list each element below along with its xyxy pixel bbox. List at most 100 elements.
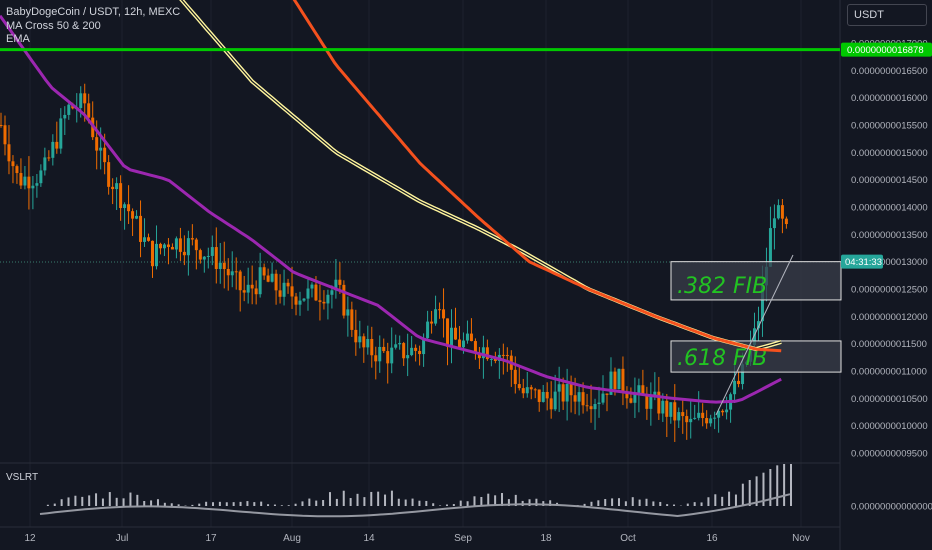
vslrt-bar <box>666 504 669 506</box>
vslrt-bar <box>363 497 366 506</box>
candle-body <box>657 391 661 414</box>
vslrt-bar <box>748 480 751 506</box>
vslrt-bar <box>769 469 772 506</box>
candle-body <box>378 346 382 362</box>
candle-body <box>669 402 673 417</box>
vslrt-bar <box>425 500 428 506</box>
vslrt-bar <box>459 500 462 506</box>
candle-body <box>254 288 258 295</box>
candle-body <box>51 141 55 158</box>
candle-body <box>741 364 745 385</box>
symbol-title[interactable]: BabyDogeCoin / USDT, 12h, MEXC <box>6 6 181 18</box>
price-axis[interactable]: 0.00000000170000.00000000165000.00000000… <box>851 39 928 460</box>
candle-body <box>577 392 581 402</box>
candle-body <box>210 247 214 256</box>
candle-body <box>617 368 621 390</box>
candle-body <box>314 284 318 301</box>
candle-body <box>581 392 585 406</box>
vslrt-bar <box>198 503 201 506</box>
vslrt-bar <box>287 505 290 506</box>
vslrt-bar <box>452 504 455 506</box>
candle-body <box>83 93 87 104</box>
candle-body <box>87 103 91 118</box>
candle-body <box>784 218 788 225</box>
candle-body <box>430 321 434 324</box>
trend-line[interactable] <box>715 254 794 416</box>
candle-body <box>561 384 565 402</box>
candle-body <box>725 409 729 413</box>
vslrt-bar <box>225 502 228 506</box>
vslrt-bar <box>783 464 786 506</box>
indicator-ma-cross[interactable]: MA Cross 50 & 200 <box>6 19 101 32</box>
candle-body <box>721 410 725 413</box>
vslrt-bar <box>673 504 676 506</box>
candle-body <box>733 380 737 395</box>
candles <box>0 83 788 442</box>
y-tick-label: 0.0000000012000 <box>851 312 928 323</box>
ma-50-line <box>0 14 782 404</box>
y-tick-label: 0.0000000014000 <box>851 203 928 214</box>
fib-box[interactable] <box>670 340 842 373</box>
vslrt-bar <box>170 503 173 506</box>
candle-body <box>258 267 262 295</box>
vslrt-bar <box>212 502 215 506</box>
candle-body <box>11 161 15 167</box>
candle-body <box>123 204 127 209</box>
vslrt-bar <box>397 498 400 506</box>
y-tick-label: 0.0000000016500 <box>851 66 928 77</box>
candle-body <box>469 333 473 342</box>
candle-body <box>234 271 238 273</box>
candle-body <box>286 282 290 287</box>
x-tick-label: Oct <box>620 533 636 544</box>
candle-body <box>453 327 457 340</box>
candle-body <box>95 137 99 151</box>
candle-body <box>302 298 306 301</box>
time-axis[interactable]: 12 Jul 17 Aug 14 Sep 18 Oct 16 Nov <box>24 533 809 544</box>
vslrt-bar <box>707 497 710 506</box>
candle-body <box>127 204 131 212</box>
candle-body <box>7 144 11 162</box>
candle-body <box>294 296 298 305</box>
x-tick-label: Jul <box>116 533 129 544</box>
vslrt-bar <box>624 501 627 506</box>
candle-body <box>186 238 190 256</box>
fib-box[interactable] <box>670 261 842 301</box>
candle-body <box>346 309 350 316</box>
vslrt-bar <box>81 496 84 506</box>
vslrt-bar <box>638 499 641 506</box>
vslrt-signal-line <box>39 493 791 518</box>
candle-body <box>737 380 741 385</box>
vslrt-bar <box>246 501 249 506</box>
candle-body <box>39 170 43 184</box>
candle-body <box>426 321 430 339</box>
vslrt-bar <box>528 499 531 506</box>
candle-body <box>178 238 182 252</box>
candle-body <box>597 402 601 405</box>
candle-body <box>621 368 625 392</box>
vslrt-bar <box>445 504 448 506</box>
resistance-price-tag <box>841 42 932 57</box>
candle-body <box>414 347 418 351</box>
currency-selector[interactable]: USDT <box>847 4 927 26</box>
vslrt-bar <box>328 492 331 506</box>
candle-body <box>0 125 3 126</box>
price-tags: 0.0000000016878 04:31:33 <box>841 42 932 269</box>
candle-body <box>366 338 370 348</box>
candle-body <box>489 358 493 360</box>
indicator-ema[interactable]: EMA <box>6 33 30 45</box>
candle-body <box>358 336 362 343</box>
vslrt-label[interactable]: VSLRT <box>6 472 39 483</box>
candle-body <box>147 237 151 241</box>
candle-body <box>533 389 537 391</box>
fib-boxes[interactable]: .382 FIB .618 FIB <box>670 261 842 373</box>
vslrt-bar <box>734 494 737 506</box>
vslrt-bar <box>46 504 49 506</box>
vslrt-bar <box>101 498 104 506</box>
y-tick-label: 0.0000000016000 <box>851 93 928 104</box>
vslrt-bar <box>686 503 689 506</box>
vslrt-bar <box>604 499 607 506</box>
candle-body <box>473 341 477 353</box>
y-tick-label: 0.0000000013500 <box>851 230 928 241</box>
candle-body <box>481 347 485 359</box>
